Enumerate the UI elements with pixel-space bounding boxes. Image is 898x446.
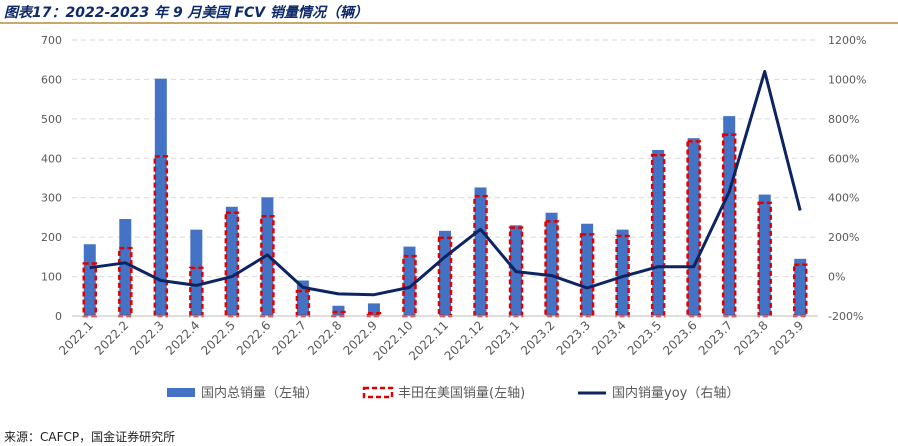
y-left-tick-label: 600: [41, 73, 62, 86]
chart: 0 100 200 300 400 500 600 700 -200% 0% 200% 400% 600…: [41, 34, 866, 401]
y-right-tick-label: 800%: [828, 113, 859, 126]
bar-total: [119, 219, 132, 316]
legend-label-toyota: 丰田在美国销量(左轴): [398, 386, 525, 401]
x-tick-label: 2023.9: [767, 318, 807, 358]
legend-swatch-total: [167, 388, 195, 397]
y-left-tick-label: 700: [41, 34, 62, 47]
bar-total: [154, 78, 167, 316]
x-tick-label: 2023.1: [483, 318, 523, 358]
x-tick-label: 2023.8: [731, 318, 771, 358]
x-tick-label: 2022.4: [163, 318, 203, 358]
page-title: 图表17：2022-2023 年 9 月美国 FCV 销量情况（辆）: [4, 5, 369, 21]
source-note: 来源：CAFCP，国金证券研究所: [4, 430, 176, 444]
bar-total: [652, 150, 665, 316]
legend: 国内总销量（左轴） 丰田在美国销量(左轴) 国内销量yoy（右轴）: [167, 385, 739, 401]
bar-total: [758, 194, 771, 316]
bar-toyota: [792, 263, 808, 318]
x-tick-label: 2022.3: [127, 318, 167, 358]
y-right-tick-label: 400%: [828, 192, 859, 205]
bar-total: [794, 258, 807, 316]
bar-toyota: [721, 133, 737, 318]
x-tick-label: 2022.7: [269, 318, 309, 358]
legend-swatch-toyota: [362, 386, 394, 399]
x-tick-label: 2022.2: [92, 318, 132, 358]
bar-total: [545, 212, 558, 316]
x-tick-label: 2023.5: [625, 318, 665, 358]
line-layer: [89, 70, 802, 297]
bar-total: [687, 138, 700, 316]
y-left-tick-label: 500: [41, 113, 62, 126]
y-left-tick-label: 0: [55, 310, 62, 323]
x-tick-label: 2023.6: [660, 318, 700, 358]
x-tick-label: 2023.3: [554, 318, 594, 358]
series-line-yoy: [89, 70, 802, 297]
x-tick-label: 2022.6: [234, 318, 274, 358]
bar-total: [332, 305, 345, 316]
x-tick-label: 2023.2: [518, 318, 558, 358]
bar-toyota: [402, 254, 417, 318]
bar-total: [83, 244, 96, 316]
y-left-tick-label: 200: [41, 231, 62, 244]
x-tick-label: 2022.5: [198, 318, 238, 358]
y-right-tick-label: 1200%: [828, 34, 866, 47]
title-divider: [0, 22, 898, 24]
x-tick-label: 2022.8: [305, 318, 345, 358]
bar-total: [439, 230, 451, 316]
bar-total: [190, 229, 203, 316]
bar-total: [616, 229, 629, 316]
x-tick-label: 2023.7: [696, 318, 736, 358]
y-left-tick-label: 100: [41, 271, 62, 284]
bar-total: [403, 246, 416, 316]
bar-total: [474, 187, 487, 316]
y-left-tick-label: 300: [41, 192, 62, 205]
bar-total: [581, 223, 594, 316]
y-right-tick-label: 0%: [828, 271, 845, 284]
x-tick-label: 2022.12: [442, 318, 487, 363]
bar-total: [723, 116, 736, 317]
y-left-tick-label: 400: [41, 152, 62, 165]
legend-label-yoy: 国内销量yoy（右轴）: [612, 385, 739, 401]
bar-total: [225, 206, 238, 316]
y-right-tick-label: 1000%: [828, 73, 866, 86]
legend-label-total: 国内总销量（左轴）: [201, 385, 318, 401]
y-right-tick-label: 200%: [828, 231, 859, 244]
y-right-tick-label: -200%: [828, 310, 863, 323]
x-tick-label: 2023.4: [589, 318, 629, 358]
y-right-tick-label: 600%: [828, 152, 859, 165]
x-tick-label: 2022.1: [56, 318, 96, 358]
